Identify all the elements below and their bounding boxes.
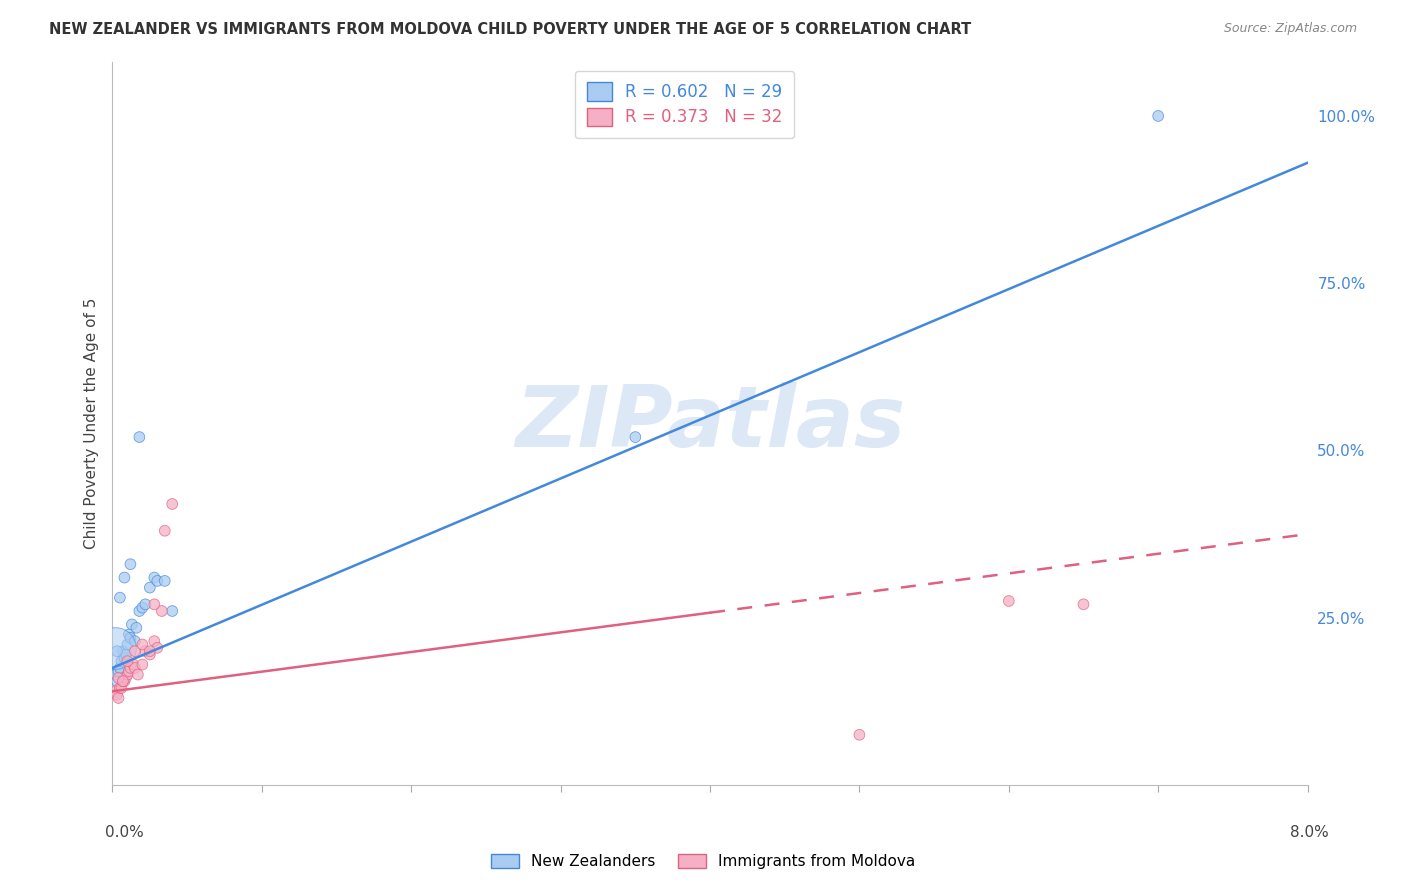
Point: [143, 598, 166, 612]
Point: [120, 661, 142, 675]
Point: [118, 664, 141, 679]
Point: [117, 654, 139, 668]
Point: [134, 598, 156, 612]
Point: [131, 637, 153, 651]
Point: [104, 667, 127, 681]
Point: [115, 671, 138, 685]
Point: [108, 681, 131, 695]
Point: [153, 574, 176, 588]
Point: [105, 644, 128, 658]
Point: [143, 571, 166, 585]
Point: [125, 621, 148, 635]
Point: [124, 634, 146, 648]
Point: [110, 654, 132, 668]
Point: [108, 661, 131, 675]
Point: [124, 644, 146, 658]
Point: [124, 661, 146, 675]
Point: [998, 594, 1021, 608]
Point: [146, 640, 169, 655]
Point: [107, 671, 129, 685]
Point: [104, 640, 127, 655]
Point: [120, 557, 142, 572]
Point: [139, 581, 162, 595]
Point: [114, 674, 135, 689]
Point: [111, 674, 134, 689]
Point: [128, 604, 150, 618]
Text: 0.0%: 0.0%: [105, 825, 145, 840]
Point: [131, 600, 153, 615]
Text: 8.0%: 8.0%: [1289, 825, 1329, 840]
Point: [139, 644, 162, 658]
Point: [162, 604, 183, 618]
Point: [122, 657, 145, 672]
Point: [107, 690, 129, 705]
Point: [128, 430, 150, 444]
Text: ZIPatlas: ZIPatlas: [515, 382, 905, 466]
Point: [114, 571, 135, 585]
Point: [118, 627, 141, 641]
Point: [115, 648, 138, 662]
Point: [111, 674, 134, 689]
Point: [111, 644, 134, 658]
Point: [162, 497, 183, 511]
Point: [120, 631, 142, 645]
Legend: R = 0.602   N = 29, R = 0.373   N = 32: R = 0.602 N = 29, R = 0.373 N = 32: [575, 70, 794, 138]
Point: [624, 430, 647, 444]
Point: [131, 657, 153, 672]
Point: [117, 667, 139, 681]
Text: NEW ZEALANDER VS IMMIGRANTS FROM MOLDOVA CHILD POVERTY UNDER THE AGE OF 5 CORREL: NEW ZEALANDER VS IMMIGRANTS FROM MOLDOVA…: [49, 22, 972, 37]
Point: [153, 524, 176, 538]
Point: [848, 728, 870, 742]
Point: [108, 591, 131, 605]
Point: [121, 617, 143, 632]
Point: [117, 637, 139, 651]
Point: [134, 644, 156, 658]
Point: [114, 651, 135, 665]
Point: [105, 688, 128, 702]
Legend: New Zealanders, Immigrants from Moldova: New Zealanders, Immigrants from Moldova: [485, 848, 921, 875]
Point: [110, 681, 132, 695]
Y-axis label: Child Poverty Under the Age of 5: Child Poverty Under the Age of 5: [83, 298, 98, 549]
Point: [146, 574, 169, 588]
Point: [104, 684, 127, 698]
Point: [107, 664, 129, 679]
Point: [1147, 109, 1170, 123]
Text: Source: ZipAtlas.com: Source: ZipAtlas.com: [1223, 22, 1357, 36]
Point: [139, 648, 162, 662]
Point: [150, 604, 173, 618]
Point: [127, 667, 149, 681]
Point: [105, 674, 128, 689]
Point: [1073, 598, 1095, 612]
Point: [143, 634, 166, 648]
